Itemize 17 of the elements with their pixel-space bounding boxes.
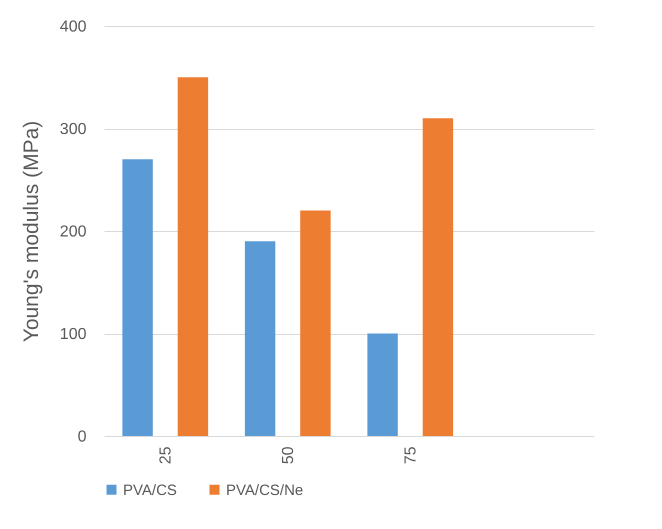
bar bbox=[122, 159, 153, 436]
legend-label: PVA/CS bbox=[123, 482, 177, 499]
bar bbox=[422, 118, 454, 436]
bar bbox=[367, 334, 398, 436]
bar bbox=[244, 241, 276, 436]
y-tick-label: 100 bbox=[60, 326, 87, 343]
bar bbox=[300, 210, 331, 436]
x-tick-label: 25 bbox=[157, 446, 174, 464]
y-axis-title: Young's modulus (MPa) bbox=[20, 120, 43, 342]
x-tick-label: 75 bbox=[402, 446, 420, 464]
y-tick-label: 400 bbox=[60, 18, 87, 36]
y-tick-label: 0 bbox=[78, 428, 87, 446]
x-tick-label: 50 bbox=[280, 446, 297, 464]
y-tick-label: 300 bbox=[60, 121, 87, 138]
legend-label: PVA/CS/Ne bbox=[226, 482, 304, 499]
y-tick-label: 200 bbox=[60, 224, 87, 240]
bar bbox=[178, 77, 208, 436]
